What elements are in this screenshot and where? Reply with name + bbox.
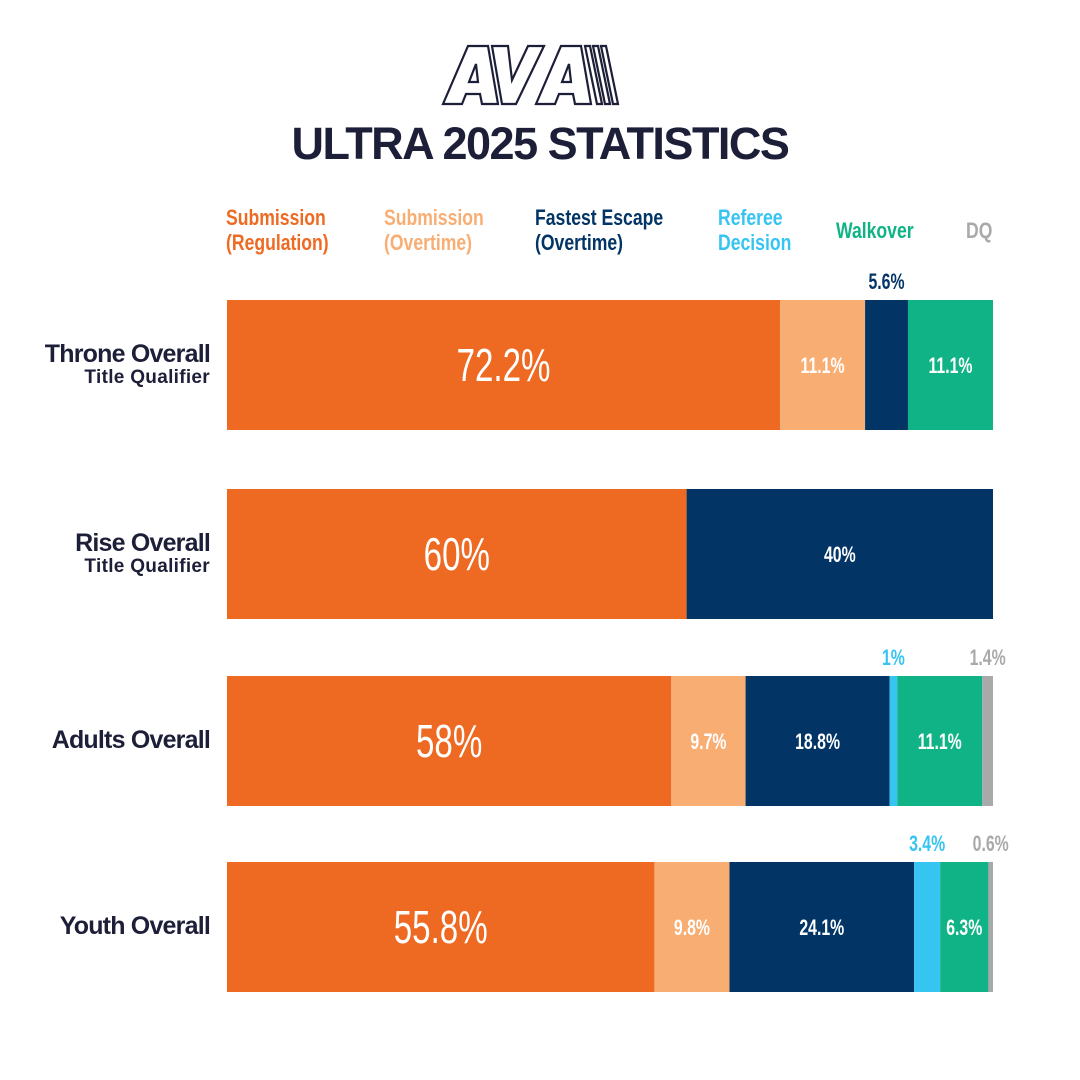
data-label: 11.1% [928,355,972,379]
legend-text: Referee [718,205,783,230]
category-sublabel: Title Qualifier [84,367,210,388]
bar-segment [988,862,993,992]
legend-text: (Regulation) [226,230,329,255]
data-label: 11.1% [801,355,845,379]
category-label: Adults Overall [51,726,211,754]
category-title: Throne Overall [44,340,211,368]
category-label: Rise Overall Title Qualifier [75,529,211,577]
legend-text: Decision [718,230,792,255]
bar-segment [865,300,908,430]
category-label: Throne Overall Title Qualifier [44,340,211,388]
category-title: Adults Overall [51,726,211,754]
bar-segment [227,862,655,992]
legend-text: Submission [384,205,484,230]
ava-logo [441,44,620,106]
legend-text: Submission [226,205,326,230]
data-label: 6.3% [946,917,982,941]
legend-item-walkover: Walkover [836,218,914,243]
data-label: 9.8% [674,917,710,941]
legend-item-fastest-escape-overtime: Fastest Escape (Overtime) [535,205,663,255]
bar-segment [914,862,941,992]
category-title: Rise Overall [75,529,211,557]
bar-segment [907,300,993,430]
category-sublabel: Title Qualifier [84,556,210,577]
bar-segment [686,489,993,619]
category-label: Youth Overall [59,912,211,940]
bar-segment [227,489,687,619]
bar-segment [729,862,915,992]
legend-text: DQ [966,218,993,243]
data-label: 60% [424,530,490,580]
data-label: 11.1% [918,731,962,755]
legend-item-referee-decision: Referee Decision [718,205,791,255]
data-label: 1% [882,647,905,671]
legend-text: Walkover [836,218,914,243]
bar-segment [227,300,781,430]
bar-segment [745,676,890,806]
bar-segment [897,676,983,806]
legend-item-submission-overtime: Submission (Overtime) [384,205,484,255]
bar-segment [780,300,866,430]
page-title: ULTRA 2025 STATISTICS [291,118,790,169]
legend-text: (Overtime) [384,230,473,255]
data-label: 58% [416,717,482,767]
legend-text: (Overtime) [535,230,624,255]
data-label: 72.2% [457,341,551,391]
data-label: 40% [824,544,856,568]
bar-segment [654,862,730,992]
data-label: 0.6% [973,833,1009,857]
bar-segment [227,676,672,806]
bar-segment [671,676,746,806]
legend-item-submission-regulation: Submission (Regulation) [226,205,329,255]
data-label: 55.8% [394,903,488,953]
bar-segment [940,862,989,992]
data-label: 24.1% [799,917,844,941]
category-title: Youth Overall [59,912,211,940]
data-label: 3.4% [909,833,945,857]
bar-segment [982,676,993,806]
data-label: 9.7% [690,731,726,755]
bar-segment [889,676,898,806]
data-label: 5.6% [868,271,904,295]
legend-item-dq: DQ [966,218,992,243]
legend-text: Fastest Escape [535,205,664,230]
data-label: 18.8% [795,731,840,755]
data-label: 1.4% [970,647,1006,671]
